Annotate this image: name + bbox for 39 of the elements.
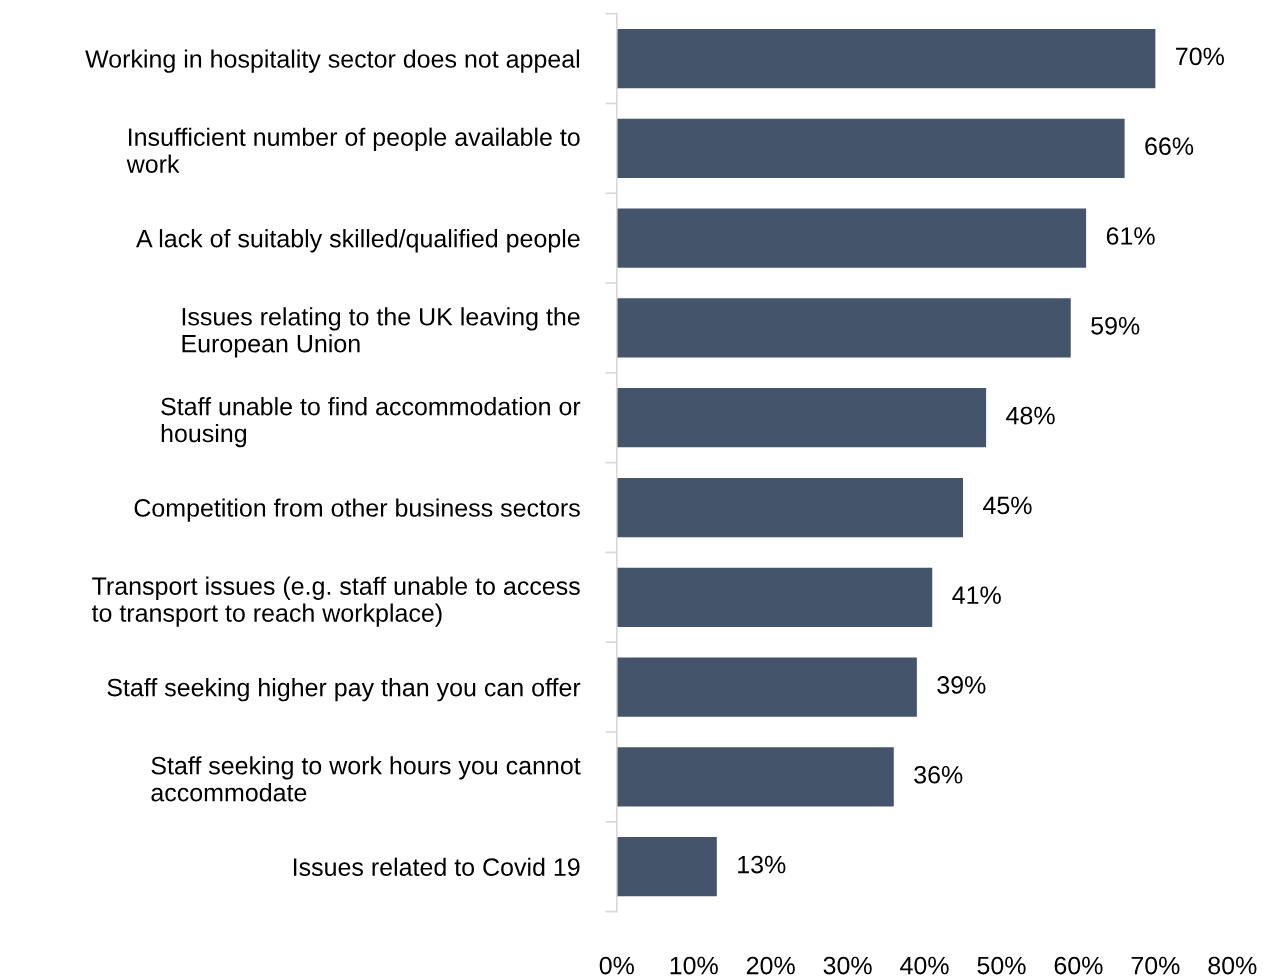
x-tick-label: 60%	[1054, 956, 1103, 975]
x-tick-label: 40%	[900, 956, 949, 975]
bar	[616, 208, 1087, 268]
x-tick-label: 70%	[1131, 956, 1180, 975]
bar	[616, 567, 933, 627]
x-tick-label: 80%	[1208, 956, 1257, 975]
y-tick-label: Competition from other business sectors	[134, 498, 580, 522]
y-tick-label: Staff unable to find accommodation or housing	[161, 397, 581, 448]
bar	[616, 477, 964, 538]
x-tick-label: 30%	[823, 956, 872, 975]
y-tick-label: Issues related to Covid 19	[293, 857, 580, 876]
y-tick-label: Staff seeking to work hours you cannot accommodate	[151, 756, 581, 802]
data-label: 66%	[1145, 137, 1194, 156]
data-label: 61%	[1106, 227, 1155, 245]
y-tick-label: Working in hospitality sector does not appeal	[85, 49, 580, 73]
data-label: 70%	[1176, 47, 1224, 66]
x-tick-label: 10%	[670, 956, 718, 975]
bar	[616, 837, 717, 897]
x-tick-label: 20%	[746, 956, 795, 975]
data-label: 36%	[914, 765, 963, 784]
data-label: 13%	[738, 855, 786, 874]
data-label: 41%	[952, 586, 1001, 604]
bar	[616, 388, 987, 448]
y-tick-label: Transport issues (e.g. staff unable to access to transport to reach workplace)	[91, 576, 580, 627]
bar	[616, 747, 894, 807]
bar	[616, 118, 1125, 178]
data-label: 59%	[1091, 316, 1140, 335]
y-tick-label: Insufficient number of people available to work	[126, 127, 580, 173]
y-tick-label: Issues relating to the UK leaving the European Union	[182, 307, 580, 358]
x-tick-label: 0%	[599, 956, 634, 975]
bar	[616, 28, 1156, 89]
data-label: 39%	[937, 676, 986, 694]
bar	[616, 657, 917, 717]
y-tick-label: Staff seeking higher pay than you can offer	[107, 678, 581, 702]
data-label: 48%	[1006, 406, 1055, 425]
bar	[616, 298, 1071, 358]
y-tick-label: A lack of suitably skilled/qualified people	[136, 229, 580, 253]
data-label: 45%	[983, 496, 1032, 515]
x-tick-label: 50%	[977, 956, 1026, 975]
